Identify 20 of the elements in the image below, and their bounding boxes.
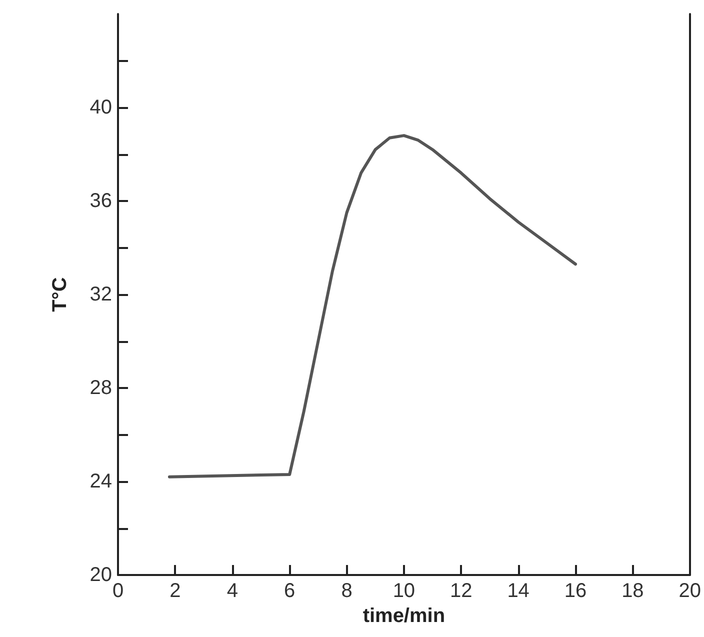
y-tick-label: 28 xyxy=(90,377,112,399)
x-tick-label: 20 xyxy=(678,580,701,602)
x-tick-label: 18 xyxy=(622,580,644,602)
y-axis-title: T°C xyxy=(49,277,71,312)
x-tick-label: 6 xyxy=(284,580,296,602)
x-tick-label: 10 xyxy=(392,580,416,602)
line-series xyxy=(168,134,577,478)
x-tick-label: 2 xyxy=(170,580,181,602)
y-tick-label: 20 xyxy=(90,564,112,586)
x-tick-label: 12 xyxy=(450,580,472,602)
y-tick-label: 36 xyxy=(90,190,112,212)
y-tick-label: 24 xyxy=(90,470,112,492)
x-tick-label: 0 xyxy=(112,580,124,602)
x-tick-label: 4 xyxy=(226,580,238,602)
x-tick-label: 16 xyxy=(564,580,587,602)
y-tick-label: 32 xyxy=(90,284,112,306)
y-tick-label: 40 xyxy=(90,96,112,118)
x-axis-title: time/min xyxy=(362,604,446,627)
x-tick-label: 8 xyxy=(341,580,352,602)
x-tick-label: 14 xyxy=(507,580,530,602)
